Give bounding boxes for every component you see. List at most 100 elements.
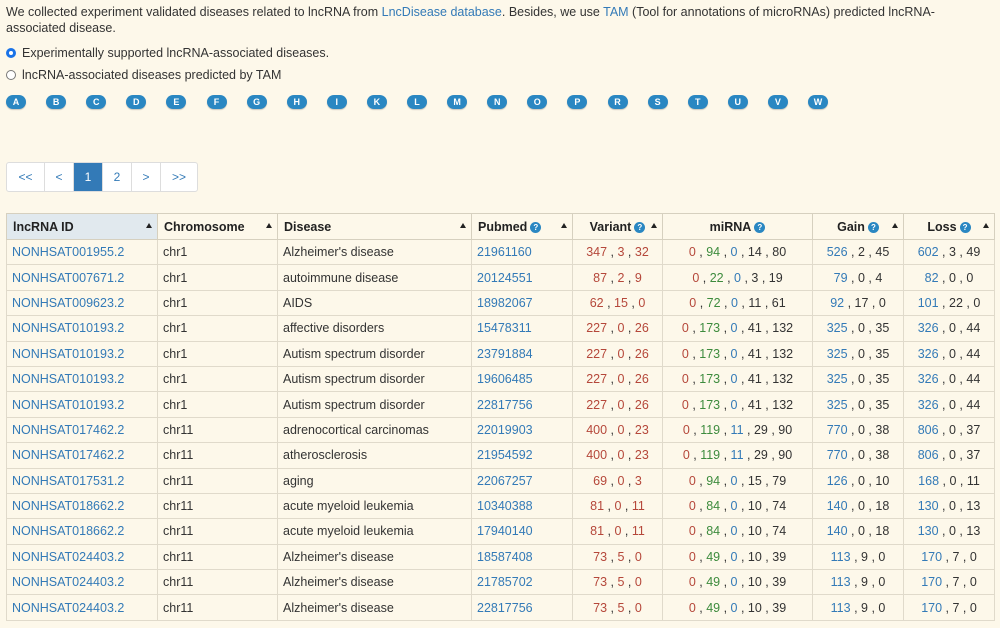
lncrna-id-link[interactable]: NONHSAT018662.2 [12,524,125,539]
letter-g-button[interactable]: G [246,95,267,109]
cell-variant[interactable]: 81 , 0 , 11 [572,492,663,520]
letter-f-button[interactable]: F [206,95,227,109]
cell-mirna[interactable]: 0 , 173 , 0 , 41 , 132 [662,340,813,367]
cell-loss[interactable]: 326 , 0 , 44 [903,365,995,393]
cell-gain[interactable]: 113 , 9 , 0 [812,594,904,621]
letter-u-button[interactable]: U [727,95,748,109]
pubmed-link[interactable]: 18982067 [477,295,533,310]
help-icon[interactable]: ? [754,221,766,233]
option-experimental[interactable]: Experimentally supported lncRNA-associat… [6,46,329,60]
cell-gain[interactable]: 92 , 17 , 0 [812,289,904,317]
letter-n-button[interactable]: N [487,95,508,109]
letter-a-button[interactable]: A [6,95,26,109]
header-mirna[interactable]: miRNA? [662,213,813,240]
letter-l-button[interactable]: L [407,95,427,109]
page-2-button[interactable]: 2 [103,163,132,191]
header-pubmed[interactable]: Pubmed? [471,213,573,240]
lncrna-id-link[interactable]: NONHSAT010193.2 [12,372,125,387]
page-next-button[interactable]: > [132,163,161,191]
lncrna-id-link[interactable]: NONHSAT024403.2 [12,575,125,590]
cell-loss[interactable]: 130 , 0 , 13 [903,518,995,545]
cell-mirna[interactable]: 0 , 84 , 0 , 10 , 74 [662,518,813,545]
page-1-button[interactable]: 1 [74,163,103,191]
letter-b-button[interactable]: B [46,95,67,109]
cell-variant[interactable]: 81 , 0 , 11 [572,518,663,545]
header-lncrna-id[interactable]: lncRNA ID [6,213,158,240]
cell-gain[interactable]: 325 , 0 , 35 [812,340,904,367]
pubmed-link[interactable]: 21785702 [477,575,533,590]
cell-variant[interactable]: 347 , 3 , 32 [572,238,663,266]
cell-gain[interactable]: 770 , 0 , 38 [812,442,904,469]
option-predicted[interactable]: lncRNA-associated diseases predicted by … [6,68,281,82]
cell-loss[interactable]: 130 , 0 , 13 [903,492,995,520]
sort-asc-icon[interactable] [983,223,989,228]
header-chromosome[interactable]: Chromosome [157,213,278,240]
cell-mirna[interactable]: 0 , 49 , 0 , 10 , 39 [662,543,813,571]
letter-e-button[interactable]: E [166,95,187,109]
cell-loss[interactable]: 170 , 7 , 0 [903,569,995,596]
letter-k-button[interactable]: K [366,95,387,109]
cell-gain[interactable]: 325 , 0 , 35 [812,365,904,393]
pubmed-link[interactable]: 18587408 [477,549,533,564]
cell-loss[interactable]: 170 , 7 , 0 [903,594,995,621]
pubmed-link[interactable]: 23791884 [477,346,533,361]
cell-loss[interactable]: 806 , 0 , 37 [903,442,995,469]
cell-gain[interactable]: 325 , 0 , 35 [812,315,904,342]
lncrna-id-link[interactable]: NONHSAT024403.2 [12,600,125,615]
pubmed-link[interactable]: 21954592 [477,448,533,463]
cell-variant[interactable]: 227 , 0 , 26 [572,365,663,393]
cell-loss[interactable]: 326 , 0 , 44 [903,340,995,367]
cell-variant[interactable]: 227 , 0 , 26 [572,340,663,367]
cell-mirna[interactable]: 0 , 94 , 0 , 15 , 79 [662,467,813,494]
help-icon[interactable]: ? [634,221,646,233]
cell-mirna[interactable]: 0 , 49 , 0 , 10 , 39 [662,569,813,596]
cell-loss[interactable]: 326 , 0 , 44 [903,315,995,342]
cell-gain[interactable]: 526 , 2 , 45 [812,238,904,266]
pubmed-link[interactable]: 10340388 [477,499,533,514]
letter-c-button[interactable]: C [86,95,107,109]
tam-link[interactable]: TAM [603,5,629,19]
letter-i-button[interactable]: I [326,95,347,109]
cell-gain[interactable]: 79 , 0 , 4 [812,264,904,291]
cell-mirna[interactable]: 0 , 173 , 0 , 41 , 132 [662,365,813,393]
help-icon[interactable]: ? [959,221,971,233]
cell-mirna[interactable]: 0 , 119 , 11 , 29 , 90 [662,442,813,469]
letter-v-button[interactable]: V [767,95,788,109]
cell-mirna[interactable]: 0 , 94 , 0 , 14 , 80 [662,238,813,266]
cell-loss[interactable]: 168 , 0 , 11 [903,467,995,494]
page-first-button[interactable]: << [7,163,45,191]
cell-variant[interactable]: 73 , 5 , 0 [572,594,663,621]
cell-variant[interactable]: 227 , 0 , 26 [572,391,663,418]
cell-gain[interactable]: 140 , 0 , 18 [812,518,904,545]
cell-variant[interactable]: 62 , 15 , 0 [572,289,663,317]
lncrna-id-link[interactable]: NONHSAT009623.2 [12,295,125,310]
cell-loss[interactable]: 326 , 0 , 44 [903,391,995,418]
pubmed-link[interactable]: 22817756 [477,397,533,412]
lncrna-id-link[interactable]: NONHSAT018662.2 [12,499,125,514]
letter-h-button[interactable]: H [286,95,307,109]
header-disease[interactable]: Disease [277,213,472,240]
page-last-button[interactable]: >> [171,170,186,184]
header-gain[interactable]: Gain? [812,213,904,240]
cell-variant[interactable]: 69 , 0 , 3 [572,467,663,494]
cell-loss[interactable]: 602 , 3 , 49 [903,238,995,266]
cell-loss[interactable]: 101 , 22 , 0 [903,289,995,317]
help-icon[interactable]: ? [867,221,879,233]
pubmed-link[interactable]: 19606485 [477,372,533,387]
sort-asc-icon[interactable] [266,223,272,228]
sort-asc-icon[interactable] [892,223,898,228]
pubmed-link[interactable]: 22817756 [477,600,533,615]
letter-o-button[interactable]: O [527,95,548,109]
pubmed-link[interactable]: 22019903 [477,422,533,437]
pubmed-link[interactable]: 22067257 [477,473,533,488]
cell-variant[interactable]: 400 , 0 , 23 [572,416,663,444]
sort-asc-icon[interactable] [561,223,567,228]
cell-gain[interactable]: 325 , 0 , 35 [812,391,904,418]
sort-asc-icon[interactable] [460,223,466,228]
pubmed-link[interactable]: 20124551 [477,270,533,285]
cell-loss[interactable]: 82 , 0 , 0 [903,264,995,291]
lncrna-id-link[interactable]: NONHSAT007671.2 [12,270,125,285]
lncdisease-link[interactable]: LncDisease database [381,5,502,19]
sort-asc-icon[interactable] [651,223,657,228]
cell-variant[interactable]: 73 , 5 , 0 [572,543,663,571]
